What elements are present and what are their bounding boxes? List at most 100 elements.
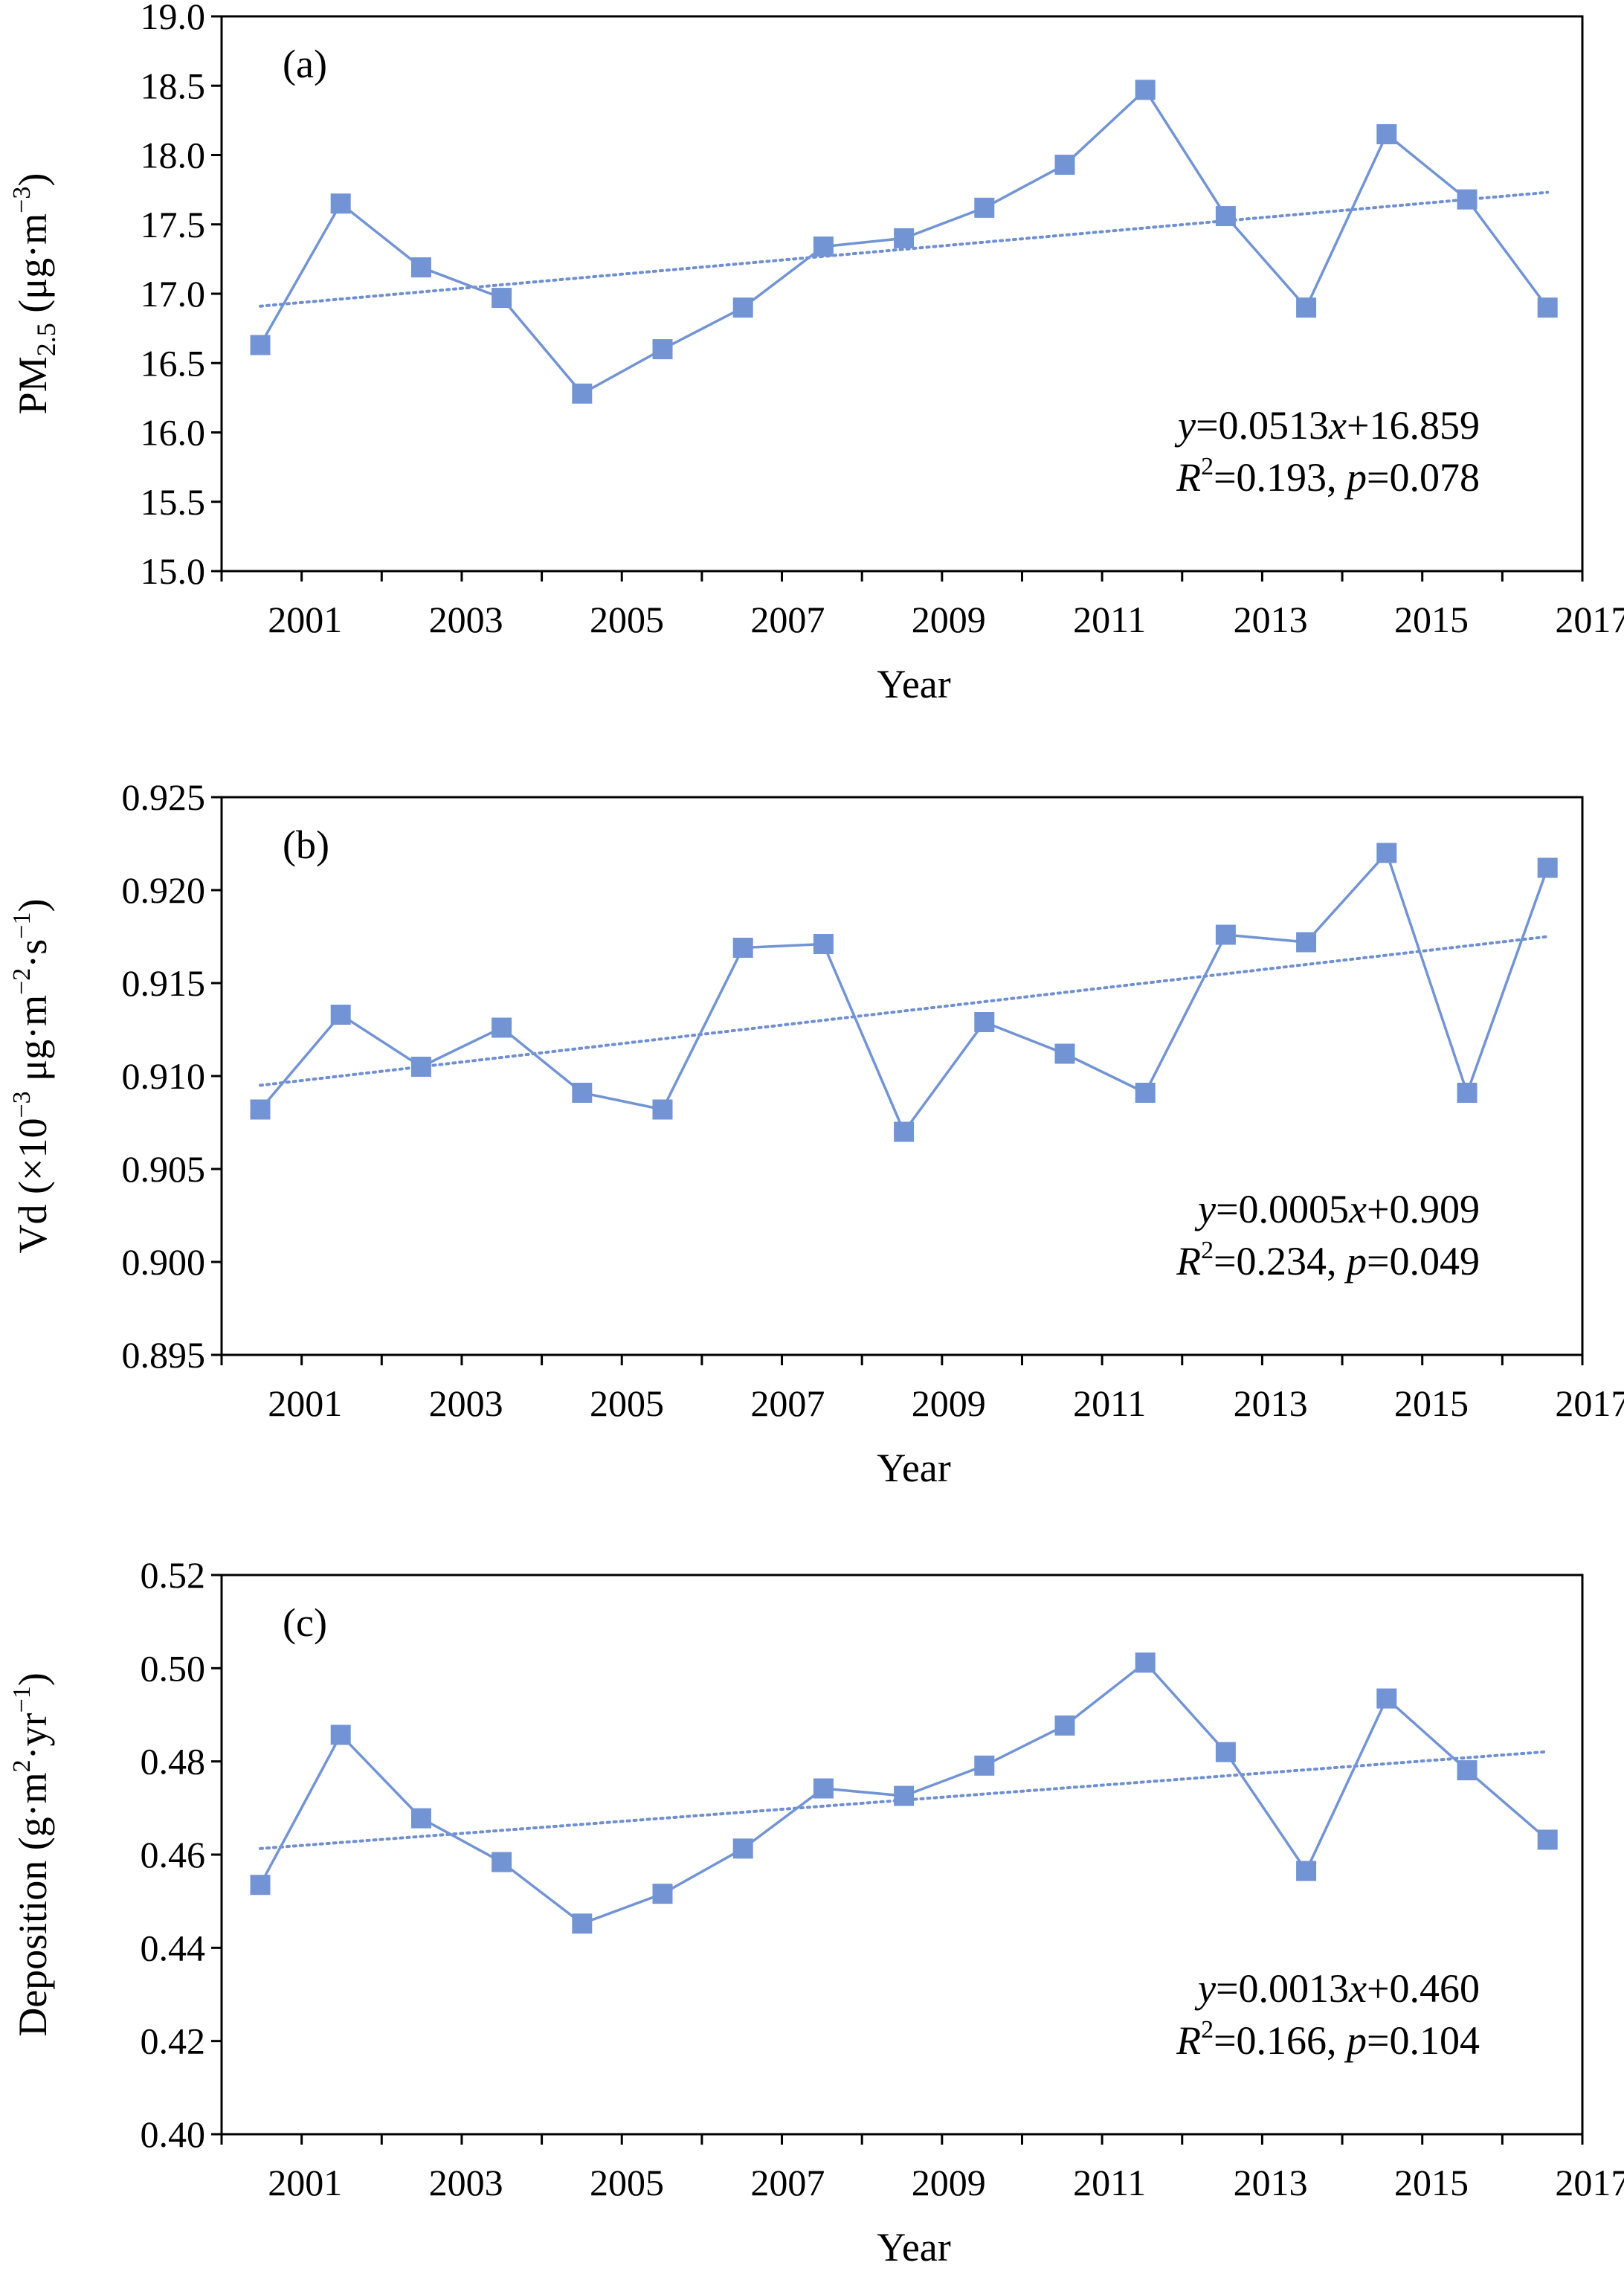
- data-point: [732, 297, 753, 318]
- data-point: [1054, 1043, 1075, 1064]
- panel-label: (c): [283, 1600, 327, 1645]
- chart-panel-a: 15.0 15.5 16.0 16.5 17.0 17.5 18.0 18.5 19.0 2001…: [8, 0, 1624, 706]
- data-point: [652, 1099, 673, 1120]
- x-tick-label: 2007: [750, 1382, 825, 1424]
- data-point: [250, 1875, 271, 1896]
- data-point: [1054, 155, 1075, 175]
- data-point: [330, 1005, 351, 1025]
- x-tick-label: 2013: [1234, 2162, 1308, 2203]
- data-point: [492, 1017, 512, 1038]
- x-tick-label: 2005: [590, 2162, 664, 2203]
- y-tick-label: 15.0: [141, 550, 206, 592]
- x-tick-label: 2007: [750, 2162, 825, 2203]
- data-point: [974, 1012, 995, 1032]
- regression-equation: y=0.0005x+0.909: [1194, 1187, 1480, 1231]
- x-tick-label: 2011: [1073, 2162, 1146, 2203]
- y-tick-label: 0.895: [122, 1334, 206, 1376]
- x-tick-label: 2005: [590, 1382, 664, 1424]
- data-point: [1135, 1083, 1156, 1103]
- x-tick-label: 2003: [429, 599, 503, 640]
- data-point: [1054, 1715, 1075, 1736]
- y-axis-label: Deposition (g·m2·yr−1): [8, 1672, 55, 2037]
- data-point: [894, 1785, 915, 1806]
- data-point: [492, 288, 512, 309]
- y-tick-label: 0.905: [122, 1148, 206, 1190]
- x-tick-label: 2003: [429, 1382, 503, 1424]
- x-tick-label: 2009: [912, 1382, 986, 1424]
- data-point: [732, 1838, 753, 1859]
- x-tick-label: 2003: [429, 2162, 503, 2203]
- panel-label: (b): [283, 822, 329, 867]
- chart-panel-c: 0.40 0.42 0.44 0.46 0.48 0.50 0.52 2001 2003 2005…: [8, 1554, 1624, 2270]
- regression-equation: y=0.0013x+0.460: [1194, 1966, 1480, 2011]
- series-line: [259, 850, 1549, 1135]
- x-tick-label: 2013: [1234, 599, 1308, 640]
- x-tick-label: 2001: [268, 599, 342, 640]
- data-point: [250, 335, 271, 355]
- data-point: [410, 1057, 431, 1077]
- y-tick-label: 0.40: [141, 2113, 206, 2155]
- x-axis-label: Year: [877, 2225, 951, 2270]
- y-tick-label: 0.48: [141, 1741, 206, 1782]
- data-point: [974, 1755, 995, 1776]
- data-point: [572, 383, 593, 404]
- data-point: [1457, 1760, 1478, 1781]
- y-tick-label: 0.920: [122, 869, 206, 911]
- data-point: [1135, 1652, 1156, 1673]
- trend-line: [259, 935, 1550, 1087]
- data-point: [410, 257, 431, 278]
- y-tick-label: 0.44: [141, 1927, 206, 1968]
- y-tick-label: 0.925: [122, 776, 206, 818]
- data-point: [1296, 1861, 1317, 1881]
- data-point: [1215, 1742, 1236, 1762]
- y-tick-label: 17.0: [141, 273, 206, 315]
- x-tick-label: 2015: [1394, 2162, 1469, 2203]
- regression-equation: y=0.0513x+16.859: [1174, 403, 1480, 448]
- x-tick-label: 2015: [1394, 599, 1469, 640]
- data-point: [1296, 932, 1317, 953]
- x-tick-label: 2001: [268, 1382, 342, 1424]
- y-tick-label: 19.0: [141, 0, 206, 37]
- data-point: [974, 197, 995, 218]
- data-point: [813, 934, 834, 954]
- y-tick-label: 17.5: [141, 204, 206, 245]
- trend-line: [259, 190, 1550, 308]
- data-point: [813, 236, 834, 257]
- x-tick-label: 2009: [912, 599, 986, 640]
- x-tick-label: 2017: [1555, 2162, 1624, 2203]
- x-tick-label: 2013: [1234, 1382, 1308, 1424]
- panel-label: (a): [283, 42, 327, 86]
- data-point: [1376, 124, 1397, 145]
- data-point: [1135, 80, 1156, 100]
- y-tick-label: 18.5: [141, 65, 206, 106]
- y-tick-label: 0.46: [141, 1834, 206, 1875]
- y-tick-label: 0.910: [122, 1055, 206, 1097]
- x-tick-label: 2011: [1073, 1382, 1146, 1424]
- x-tick-label: 2017: [1555, 1382, 1624, 1424]
- regression-stats: R2=0.234, p=0.049: [1176, 1237, 1480, 1284]
- data-point: [894, 228, 915, 248]
- data-point: [1537, 297, 1558, 318]
- y-tick-label: 18.0: [141, 135, 206, 176]
- regression-stats: R2=0.166, p=0.104: [1176, 2016, 1480, 2063]
- data-point: [330, 1724, 351, 1745]
- x-tick-label: 2007: [750, 599, 825, 640]
- y-tick-label: 15.5: [141, 481, 206, 523]
- x-tick-label: 2001: [268, 2162, 342, 2203]
- x-tick-label: 2011: [1073, 599, 1146, 640]
- data-point: [1376, 843, 1397, 863]
- x-axis-label: Year: [877, 1446, 951, 1490]
- x-tick-label: 2009: [912, 2162, 986, 2203]
- data-point: [410, 1808, 431, 1829]
- data-point: [1537, 857, 1558, 878]
- y-tick-label: 16.0: [141, 412, 206, 454]
- y-tick-label: 0.900: [122, 1241, 206, 1283]
- data-point: [1376, 1688, 1397, 1709]
- y-tick-label: 0.50: [141, 1647, 206, 1689]
- data-point: [652, 339, 673, 360]
- x-tick-label: 2015: [1394, 1382, 1469, 1424]
- data-point: [330, 193, 351, 214]
- y-tick-label: 0.42: [141, 2020, 206, 2062]
- y-tick-label: 16.5: [141, 342, 206, 384]
- chart-panel-b: 0.895 0.900 0.905 0.910 0.915 0.920 0.925 2001 2…: [8, 776, 1624, 1490]
